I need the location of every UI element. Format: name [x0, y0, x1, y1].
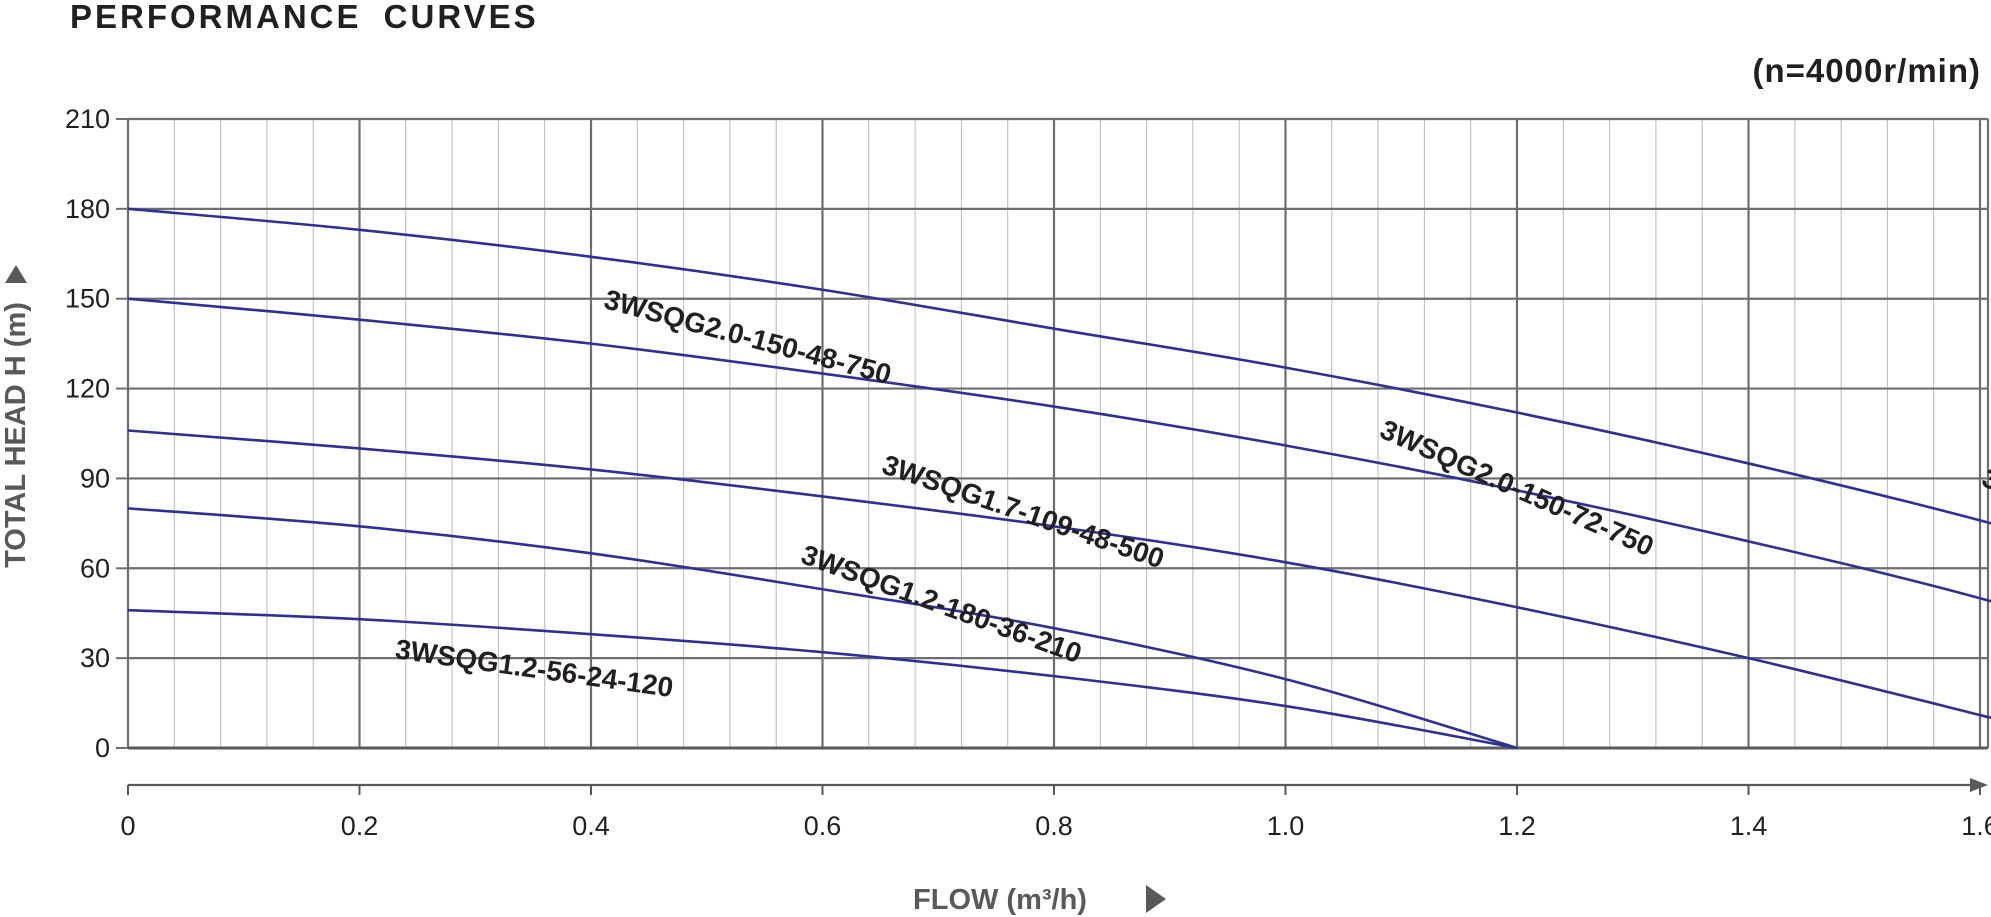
y-axis-arrow-icon [5, 265, 27, 283]
y-tick-label: 210 [65, 104, 110, 134]
major-grid [126, 117, 1990, 750]
y-tick-label: 30 [80, 643, 110, 673]
curve-line [127, 507, 1518, 750]
curve-line [127, 608, 1518, 750]
curve-label: 3WSQG1.7-109-48-500 [878, 449, 1168, 575]
x-tick-label: 1.2 [1498, 811, 1536, 841]
x-tick-label: 1.6 [1961, 811, 1991, 841]
x-tick-label: 1.4 [1730, 811, 1768, 841]
minor-grid [173, 119, 1935, 748]
y-axis-label: TOTAL HEAD H (m) [0, 302, 32, 568]
y-ticks: 0 30 60 90 120 150 180 210 [65, 104, 128, 763]
y-tick-label: 0 [95, 733, 110, 763]
curve-labels: 3WSQG2.2-180-72-11003WSQG2.0-150-72-7503… [393, 284, 1991, 704]
x-axis-label: FLOW (m³/h) [913, 884, 1087, 916]
x-axis-arrow-icon [1146, 885, 1166, 913]
y-tick-label: 60 [80, 553, 110, 583]
curve-label: 3WSQG1.2-180-36-210 [797, 539, 1085, 669]
x-tick-label: 0.2 [341, 811, 379, 841]
y-tick-label: 90 [80, 463, 110, 493]
curves [127, 207, 1991, 750]
y-tick-label: 180 [65, 194, 110, 224]
curve-label: 3WSQG1.2-56-24-120 [393, 633, 675, 703]
x-tick-label: 1.0 [1267, 811, 1305, 841]
chart-subtitle: (n=4000r/min) [1752, 52, 1981, 89]
chart-title: PERFORMANCE CURVES [70, 0, 539, 35]
curve-line [127, 429, 1991, 720]
x-tick-label: 0.6 [804, 811, 842, 841]
curve-line [127, 297, 1991, 603]
x-tick-label: 0 [120, 811, 135, 841]
x-axis: 00.20.40.60.81.01.21.41.61.82.02.22.42.6… [120, 778, 1991, 841]
y-tick-label: 150 [65, 284, 110, 314]
curve-line [127, 207, 1991, 525]
x-tick-label: 0.8 [1035, 811, 1073, 841]
x-tick-label: 0.4 [572, 811, 610, 841]
y-tick-label: 120 [65, 374, 110, 404]
